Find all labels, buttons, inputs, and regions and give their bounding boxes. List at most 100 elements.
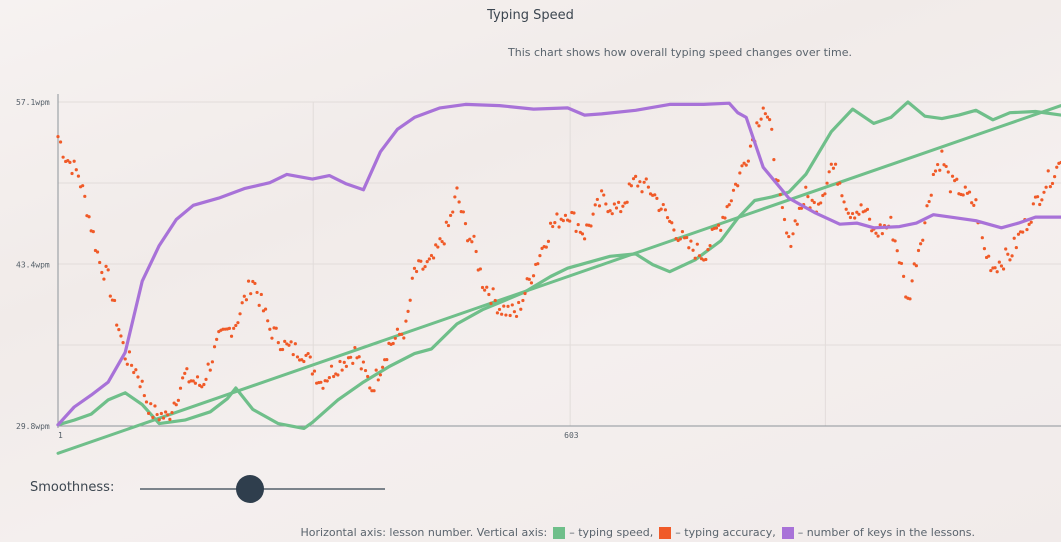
- accuracy-point: [572, 211, 576, 215]
- accuracy-point: [993, 266, 997, 270]
- accuracy-point: [989, 268, 993, 273]
- accuracy-point: [1042, 190, 1046, 194]
- accuracy-point: [144, 400, 149, 404]
- accuracy-point: [899, 261, 904, 266]
- accuracy-point: [548, 221, 553, 225]
- accuracy-point: [778, 193, 782, 197]
- accuracy-point: [704, 257, 708, 262]
- accuracy-point: [782, 217, 787, 222]
- accuracy-point: [249, 292, 253, 296]
- accuracy-point: [948, 190, 953, 194]
- accuracy-point: [257, 303, 261, 307]
- accuracy-point: [776, 179, 780, 183]
- accuracy-point: [287, 343, 291, 347]
- accuracy-point: [812, 200, 816, 205]
- legend-swatch-speed: [553, 526, 566, 539]
- accuracy-point: [332, 374, 336, 379]
- accuracy-point: [470, 240, 474, 244]
- accuracy-point: [378, 373, 383, 377]
- accuracy-point: [115, 323, 119, 327]
- accuracy-point: [159, 411, 163, 416]
- accuracy-point: [121, 341, 125, 345]
- accuracy-point: [938, 168, 942, 172]
- accuracy-point: [936, 162, 940, 167]
- accuracy-point: [244, 298, 249, 302]
- accuracy-point: [312, 369, 317, 373]
- accuracy-point: [193, 381, 197, 385]
- accuracy-point: [353, 345, 357, 350]
- accuracy-point: [859, 203, 863, 207]
- accuracy-point: [768, 118, 772, 122]
- accuracy-point: [823, 192, 827, 196]
- accuracy-point: [376, 378, 380, 382]
- accuracy-point: [1048, 184, 1052, 189]
- accuracy-point: [510, 303, 514, 307]
- accuracy-point: [483, 288, 487, 292]
- accuracy-point: [68, 160, 72, 165]
- legend-swatch-accuracy: [659, 526, 672, 539]
- accuracy-point: [691, 248, 695, 252]
- accuracy-point: [236, 321, 240, 325]
- accuracy-point: [174, 403, 178, 407]
- accuracy-point: [974, 198, 978, 202]
- accuracy-point: [538, 254, 542, 258]
- accuracy-point: [561, 218, 565, 223]
- accuracy-point: [414, 269, 419, 274]
- accuracy-point: [531, 274, 536, 278]
- accuracy-point: [1055, 165, 1059, 169]
- accuracy-point: [1053, 175, 1057, 179]
- accuracy-point: [72, 159, 76, 163]
- smoothness-slider-thumb[interactable]: [236, 475, 265, 503]
- accuracy-point: [306, 351, 310, 356]
- accuracy-point: [610, 212, 614, 216]
- accuracy-point: [546, 239, 551, 243]
- accuracy-point: [842, 200, 846, 204]
- accuracy-point: [438, 237, 442, 241]
- accuracy-point: [404, 319, 408, 323]
- accuracy-point: [810, 198, 814, 202]
- legend-label-accuracy: – typing accuracy,: [675, 526, 776, 539]
- accuracy-point: [142, 393, 146, 398]
- accuracy-point: [921, 238, 925, 242]
- accuracy-point: [259, 292, 263, 297]
- accuracy-point: [1001, 267, 1006, 271]
- accuracy-point: [136, 375, 140, 379]
- legend-swatch-keys: [781, 526, 794, 539]
- accuracy-point: [876, 234, 880, 238]
- accuracy-point: [81, 184, 85, 188]
- accuracy-point: [780, 205, 784, 210]
- accuracy-point: [627, 182, 631, 186]
- accuracy-point: [757, 124, 761, 128]
- accuracy-point: [410, 276, 414, 280]
- accuracy-point: [844, 207, 848, 211]
- accuracy-point: [670, 221, 674, 225]
- accuracy-point: [855, 210, 859, 214]
- accuracy-point: [153, 404, 157, 408]
- accuracy-point: [591, 212, 595, 216]
- accuracy-point: [608, 209, 612, 213]
- accuracy-point: [893, 239, 897, 243]
- accuracy-point: [161, 416, 166, 420]
- accuracy-point: [589, 224, 593, 228]
- accuracy-point: [61, 155, 65, 159]
- accuracy-point: [593, 203, 597, 207]
- accuracy-point: [302, 359, 306, 364]
- accuracy-point: [693, 256, 697, 260]
- accuracy-point: [191, 379, 195, 383]
- accuracy-point: [595, 197, 599, 202]
- smoothness-control: Smoothness:: [30, 474, 410, 504]
- accuracy-point: [102, 277, 106, 281]
- accuracy-point: [455, 186, 459, 190]
- accuracy-point: [1040, 198, 1044, 202]
- accuracy-point: [644, 177, 648, 181]
- accuracy-point: [444, 220, 448, 224]
- accuracy-point: [106, 268, 110, 272]
- typing-speed-chart: 29.8wpm 43.4wpm 57.1wpm 1 603: [16, 94, 1061, 455]
- accuracy-point: [695, 242, 699, 246]
- accuracy-point: [612, 202, 616, 206]
- accuracy-point: [746, 159, 750, 163]
- accuracy-point: [478, 267, 482, 271]
- accuracy-point: [83, 194, 87, 198]
- accuracy-point: [731, 188, 736, 192]
- accuracy-point: [795, 222, 799, 226]
